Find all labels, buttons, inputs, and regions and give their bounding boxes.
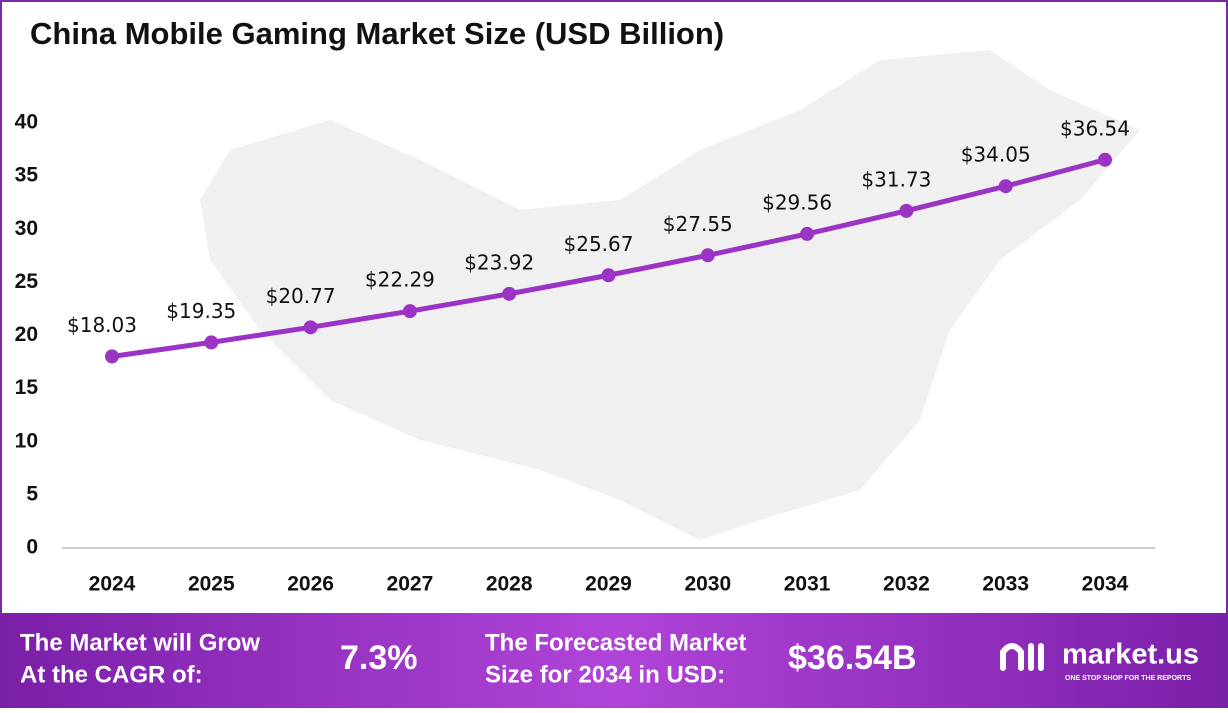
data-label: $22.29 xyxy=(365,268,435,292)
marker xyxy=(204,335,219,350)
brand: market.us xyxy=(1062,639,1199,671)
y-tick-label: 0 xyxy=(26,536,38,559)
y-tick-label: 25 xyxy=(15,270,39,293)
forecast-value: $36.54B xyxy=(788,639,917,677)
marker xyxy=(105,349,119,364)
data-label: $36.54 xyxy=(1060,116,1130,140)
x-tick-label: 2028 xyxy=(486,573,533,596)
marker xyxy=(1098,152,1112,167)
y-tick-label: 10 xyxy=(15,429,38,452)
data-label: $27.55 xyxy=(663,212,733,236)
y-tick-label: 30 xyxy=(15,217,38,240)
y-tick-label: 5 xyxy=(26,482,38,505)
marker xyxy=(800,226,815,241)
data-label: $29.56 xyxy=(762,190,832,214)
map-background xyxy=(200,50,1140,540)
cagr-label: At the CAGR of: xyxy=(20,661,203,688)
cagr-value: 7.3% xyxy=(340,639,418,677)
data-label: $31.73 xyxy=(861,167,931,191)
data-label: $34.05 xyxy=(961,143,1031,167)
x-tick-label: 2024 xyxy=(89,573,136,596)
marker xyxy=(502,286,517,301)
marker xyxy=(303,320,318,335)
data-label: $18.03 xyxy=(67,313,137,337)
x-tick-label: 2032 xyxy=(883,573,930,596)
forecast-label: The Forecasted Market xyxy=(485,629,746,656)
x-tick-label: 2034 xyxy=(1082,573,1129,596)
marker xyxy=(998,179,1013,194)
x-tick-label: 2025 xyxy=(188,573,235,596)
marker xyxy=(601,268,616,283)
x-tick-label: 2026 xyxy=(287,573,334,596)
data-label: $23.92 xyxy=(464,250,534,274)
y-tick-label: 20 xyxy=(15,323,38,346)
data-label: $20.77 xyxy=(266,284,336,308)
tagline: ONE STOP SHOP FOR THE REPORTS xyxy=(1065,675,1191,682)
x-tick-label: 2033 xyxy=(982,573,1029,596)
y-tick-label: 40 xyxy=(15,111,38,134)
marker xyxy=(899,203,914,218)
y-tick-label: 15 xyxy=(15,376,39,399)
x-tick-label: 2029 xyxy=(585,573,632,596)
x-tick-label: 2027 xyxy=(387,573,434,596)
brand-logo xyxy=(1000,643,1044,671)
chart-title: China Mobile Gaming Market Size (USD Bil… xyxy=(30,16,724,51)
marker xyxy=(402,304,417,319)
forecast-label: Size for 2034 in USD: xyxy=(485,661,725,688)
marker xyxy=(700,248,715,263)
cagr-label: The Market will Grow xyxy=(20,629,260,656)
y-tick-label: 35 xyxy=(15,164,39,187)
data-label: $19.35 xyxy=(166,299,236,323)
data-label: $25.67 xyxy=(564,232,634,256)
x-tick-label: 2031 xyxy=(784,573,831,596)
x-tick-label: 2030 xyxy=(684,573,731,596)
